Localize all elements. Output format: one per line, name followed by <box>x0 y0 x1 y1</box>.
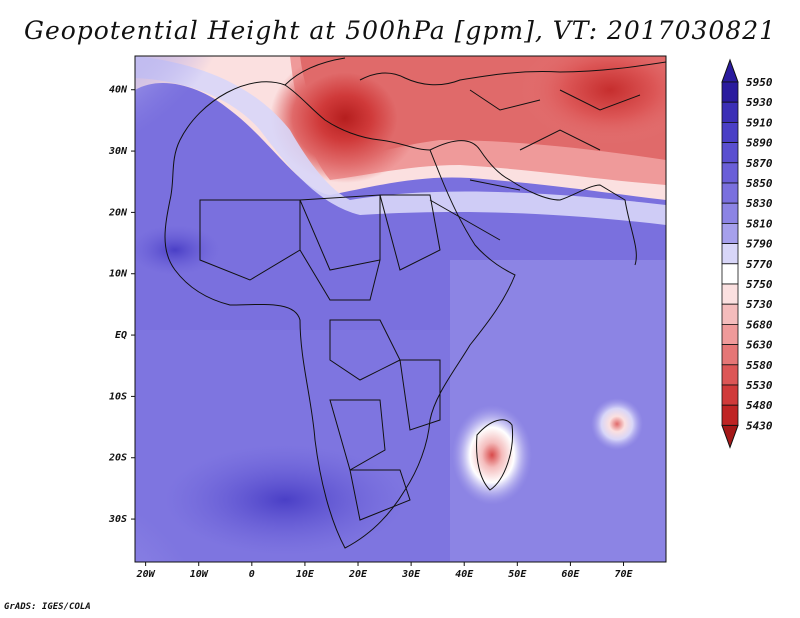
colorbar-label: 5830 <box>746 197 773 210</box>
colorbar-segment <box>721 364 739 386</box>
colorbar-segment <box>721 142 739 164</box>
colorbar-label: 5930 <box>746 96 773 109</box>
lon-label: 60E <box>561 569 580 580</box>
longitude-axis: 20W 10W 0 10E 20E 30E 40E 50E 60E 70E <box>136 562 634 580</box>
asia-borders <box>429 89 641 241</box>
lon-label: 10E <box>296 569 315 580</box>
colorbar-segment <box>721 263 739 285</box>
lon-label: 70E <box>614 569 633 580</box>
colorbar-segment <box>721 122 739 144</box>
colorbar: 5950 5930 5910 5890 5870 5850 5830 5810 5790 5770… <box>721 58 773 449</box>
colorbar-segment <box>721 101 739 123</box>
colorbar-label: 5790 <box>746 238 773 251</box>
colorbar-label: 5730 <box>746 298 773 311</box>
coastlines <box>164 57 666 549</box>
lon-label: 0 <box>249 569 255 580</box>
africa-coast <box>164 81 516 549</box>
colorbar-label: 5630 <box>746 339 773 352</box>
madagascar-coast <box>476 419 514 491</box>
lon-label: 40E <box>455 569 474 580</box>
field-high-southatlantic <box>165 445 405 555</box>
colorbar-label: 5910 <box>746 116 773 129</box>
field-sw-corner <box>135 492 205 562</box>
latitude-axis: 40N 30N 20N 10N EQ 10S 20S 30S <box>108 85 135 525</box>
colorbar-label: 5950 <box>746 76 773 89</box>
field-high-westafrica <box>135 225 220 275</box>
colorbar-label: 5480 <box>746 399 773 412</box>
colorbar-segment <box>721 283 739 305</box>
colorbar-segment <box>721 222 739 244</box>
lon-label: 50E <box>508 569 527 580</box>
lon-label: 20E <box>348 569 368 580</box>
colorbar-label: 5430 <box>746 419 773 432</box>
lon-label: 20W <box>136 569 156 580</box>
arabia-india-coast <box>429 140 637 266</box>
colorbar-label: 5850 <box>746 177 773 190</box>
europe-coast <box>284 57 666 86</box>
colorbar-segment <box>721 344 739 366</box>
colorbar-segment <box>721 384 739 406</box>
lat-label: 30S <box>108 514 127 525</box>
field-nw-corner <box>135 56 245 166</box>
colorbar-label: 5770 <box>746 258 773 271</box>
colorbar-label: 5870 <box>746 157 773 170</box>
colorbar-top-arrow <box>721 58 739 83</box>
field-warm-indian-ocean <box>591 398 643 450</box>
colorbar-label: 5580 <box>746 359 773 372</box>
lon-label: 10W <box>190 569 209 580</box>
colorbar-label: 5530 <box>746 379 773 392</box>
field-low-asia <box>520 56 666 145</box>
field-warm-madagascar <box>452 405 532 505</box>
colorbar-segment <box>721 323 739 345</box>
field-low-mediterranean <box>270 56 420 183</box>
colorbar-segment <box>721 303 739 325</box>
lat-label: 20S <box>108 453 127 464</box>
colorbar-label: 5890 <box>746 137 773 150</box>
colorbar-segment <box>721 404 739 426</box>
colorbar-label: 5680 <box>746 318 773 331</box>
credit-label: GrADS: IGES/COLA <box>4 602 91 612</box>
map-frame <box>134 55 667 563</box>
colorbar-bottom-arrow <box>721 424 739 449</box>
lon-label: 30E <box>401 569 421 580</box>
colorbar-label: 5810 <box>746 217 773 230</box>
lat-label: 10S <box>109 391 127 402</box>
map-title: Geopotential Height at 500hPa [gpm], VT:… <box>23 16 777 45</box>
colorbar-segment <box>721 182 739 204</box>
lat-label: 30N <box>108 146 128 157</box>
colorbar-segment <box>721 243 739 265</box>
field-layer <box>135 56 666 562</box>
lat-label: 20N <box>108 207 128 218</box>
colorbar-segment <box>721 202 739 224</box>
colorbar-segment <box>721 162 739 184</box>
lat-label: EQ <box>115 330 127 341</box>
colorbar-label: 5750 <box>746 278 773 291</box>
colorbar-segment <box>721 81 739 103</box>
lat-label: 10N <box>109 269 128 280</box>
political-borders <box>199 194 441 521</box>
lat-label: 40N <box>109 85 128 96</box>
